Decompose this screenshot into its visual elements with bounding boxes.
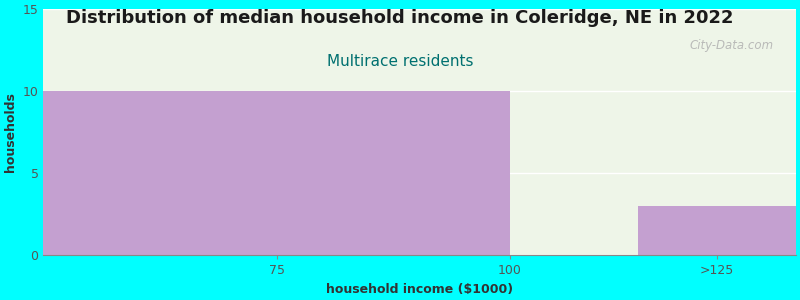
Text: Multirace residents: Multirace residents bbox=[326, 54, 474, 69]
Bar bbox=[43, 91, 510, 255]
Y-axis label: households: households bbox=[4, 92, 17, 172]
Bar bbox=[638, 206, 796, 255]
Text: Distribution of median household income in Coleridge, NE in 2022: Distribution of median household income … bbox=[66, 9, 734, 27]
X-axis label: household income ($1000): household income ($1000) bbox=[326, 283, 514, 296]
Text: City-Data.com: City-Data.com bbox=[689, 39, 774, 52]
